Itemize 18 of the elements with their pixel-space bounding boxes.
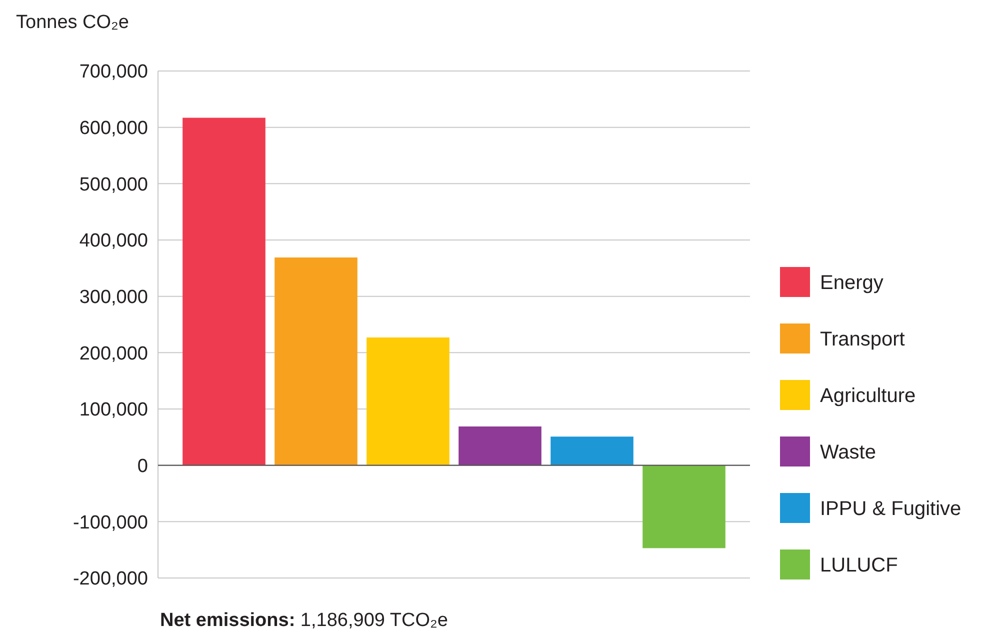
y-tick-label: 500,000 [79,174,148,196]
legend-label: Transport [820,328,906,350]
legend-label: Agriculture [820,385,916,407]
y-tick-label: -200,000 [72,568,148,590]
y-tick-label: 100,000 [79,400,148,421]
y-tick-label: 400,000 [79,230,148,252]
y-tick-label: 0 [137,456,148,477]
y-tick-label: 700,000 [79,62,148,83]
text: Net emissions: 1,186,909 TCO₂e [160,610,448,631]
y-axis-title: Tonnes CO₂e [16,12,129,33]
legend-label: Waste [820,442,876,464]
y-tick-label: 300,000 [79,286,148,308]
y-tick-label: 600,000 [79,118,148,139]
y-tick-label: 200,000 [79,343,148,364]
legend-label: IPPU & Fugitive [820,498,962,520]
legend-label: Energy [820,272,884,294]
y-tick-label: -100,000 [72,512,148,534]
legend-label: LULUCF [820,554,898,576]
